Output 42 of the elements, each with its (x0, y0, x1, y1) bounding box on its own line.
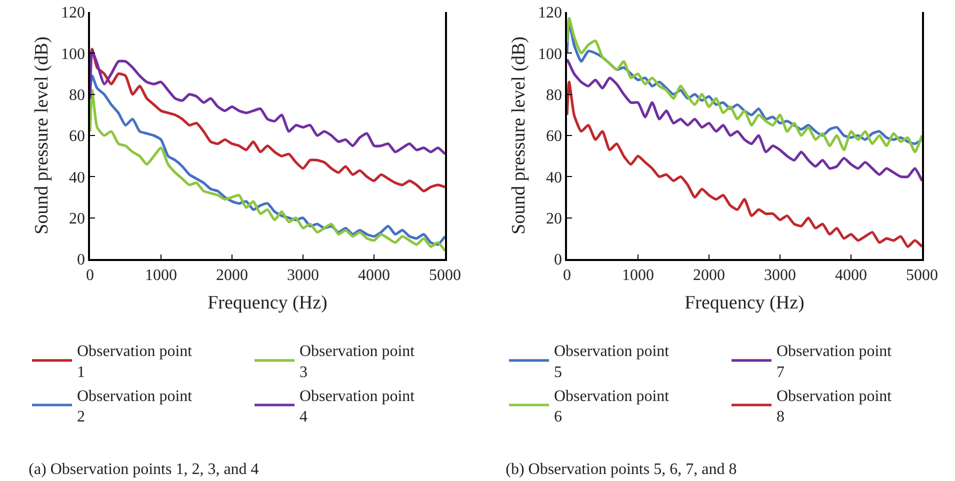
x-tick-label: 1000 (622, 266, 654, 284)
x-tick-label: 4000 (358, 266, 390, 284)
y-tick-label: 0 (77, 252, 86, 269)
x-tick-label: 3000 (764, 266, 796, 284)
x-tick-label: 2000 (216, 266, 248, 284)
legend-label: Observation point 1 (77, 343, 193, 382)
y-tick-label: 120 (538, 4, 562, 22)
y-tick-label: 100 (61, 46, 86, 63)
y-tick-label: 20 (69, 210, 86, 228)
y-tick-label: 60 (546, 128, 562, 146)
y-axis-title: Sound pressure level (dB) (31, 36, 52, 234)
legend-label: Observation point 6 (554, 388, 670, 426)
x-tick-label: 5000 (429, 266, 461, 284)
legend-label: Observation point 2 (77, 388, 193, 426)
y-tick-label: 20 (546, 210, 562, 228)
legend-label: Observation point 7 (776, 343, 892, 382)
text: (a) Observation points 1, 2, 3, and 4 (28, 460, 259, 478)
line-series (90, 50, 445, 156)
legend-label: Observation point 4 (300, 388, 416, 426)
line-series (567, 80, 922, 248)
y-axis-title: Sound pressure level (dB) (508, 36, 530, 234)
y-tick-label: 0 (554, 252, 562, 269)
y-tick-label: 40 (546, 169, 562, 186)
y-tick-label: 80 (69, 86, 86, 104)
x-tick-label: 5000 (906, 266, 938, 284)
y-tick-label: 80 (546, 86, 562, 104)
y-tick-label: 120 (61, 4, 86, 22)
y-tick-label: 60 (69, 128, 86, 146)
x-axis-title: Frequency (Hz) (684, 292, 804, 314)
y-tick-label: 100 (538, 46, 562, 63)
line-series (567, 58, 922, 182)
x-tick-label: 2000 (693, 266, 725, 284)
line-series (90, 48, 445, 192)
legend-label: Observation point 8 (776, 388, 892, 426)
x-tick-label: 1000 (145, 266, 177, 284)
y-tick-label: 40 (69, 169, 86, 186)
legend-label: Observation point 5 (554, 343, 670, 382)
x-tick-label: 4000 (835, 266, 867, 284)
x-axis-title: Frequency (Hz) (208, 292, 328, 314)
legend-label: Observation point 3 (300, 343, 416, 382)
text: (b) Observation points 5, 6, 7, and 8 (506, 460, 737, 478)
x-tick-label: 3000 (287, 266, 319, 284)
